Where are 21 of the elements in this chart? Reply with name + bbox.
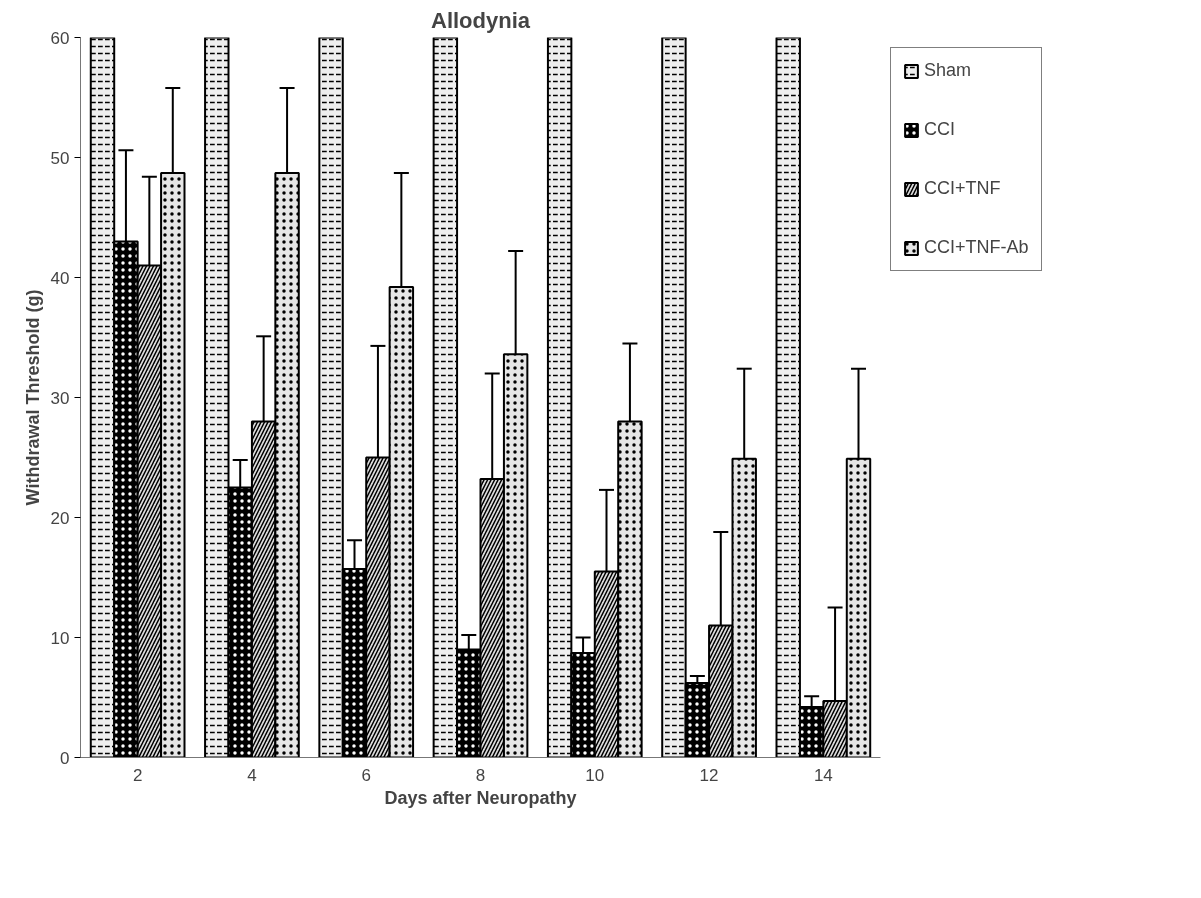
- x-tick-label: 6: [361, 765, 371, 785]
- x-tick-label: 12: [699, 765, 719, 785]
- x-tick-label: 8: [475, 765, 486, 785]
- y-tick-label: 20: [50, 508, 70, 528]
- y-tick-label: 0: [60, 748, 70, 768]
- x-tick-label: 10: [585, 765, 605, 785]
- y-tick-label: 60: [50, 28, 70, 48]
- legend-label: Sham: [924, 60, 972, 81]
- x-tick-label: 2: [132, 765, 143, 785]
- legend-label: CCI+TNF-Ab: [924, 237, 1029, 258]
- y-tick-label: 40: [50, 268, 70, 288]
- legend-label: CCI: [924, 119, 955, 140]
- y-tick-label: 30: [50, 388, 70, 408]
- x-axis-title: Days after Neuropathy: [384, 787, 577, 808]
- x-tick-label: 4: [247, 765, 257, 785]
- y-tick-label: 50: [50, 148, 70, 168]
- legend-label: CCI+TNF: [924, 178, 1001, 199]
- x-tick-label: 14: [813, 765, 833, 785]
- y-tick-label: 10: [50, 628, 70, 648]
- y-axis-title: Withdrawal Threshold (g): [22, 289, 43, 506]
- chart-title: Allodynia: [430, 7, 531, 33]
